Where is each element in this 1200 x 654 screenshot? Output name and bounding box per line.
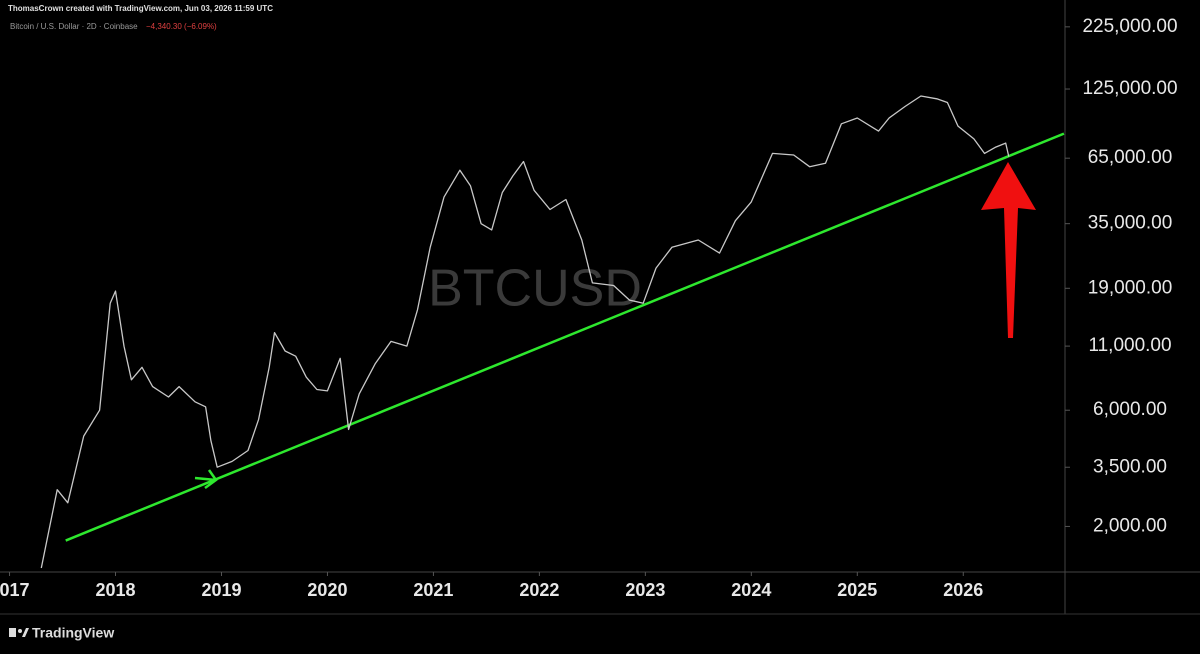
x-tick-label: 2020: [307, 580, 347, 600]
y-tick-label: 65,000.00: [1088, 147, 1173, 168]
tradingview-logo: [9, 628, 29, 637]
y-tick-label: 35,000.00: [1088, 213, 1173, 234]
x-tick-label: 2025: [837, 580, 877, 600]
y-tick-label: 3,500.00: [1093, 456, 1167, 477]
x-tick-label: 2019: [201, 580, 241, 600]
x-tick-label: 2018: [95, 580, 135, 600]
y-tick-label: 19,000.00: [1088, 277, 1173, 298]
trendline: [65, 132, 1065, 542]
x-tick-label: 2022: [519, 580, 559, 600]
y-tick-label: 125,000.00: [1082, 78, 1177, 99]
x-tick-label: 2017: [0, 580, 30, 600]
x-tick-label: 2026: [943, 580, 983, 600]
y-tick-label: 2,000.00: [1093, 515, 1167, 536]
symbol: Bitcoin / U.S. Dollar · 2D · Coinbase: [10, 22, 138, 31]
x-tick-label: 2023: [625, 580, 665, 600]
y-tick-label: 11,000.00: [1088, 335, 1171, 356]
brand: TradingView: [32, 625, 114, 641]
y-tick-label: 6,000.00: [1093, 399, 1167, 420]
plot: [40, 95, 1065, 569]
green-arrow: [194, 469, 218, 490]
y-tick-label: 225,000.00: [1082, 16, 1177, 37]
x-tick-label: 2024: [731, 580, 771, 600]
red-arrow: [981, 162, 1036, 338]
x-tick-label: 2021: [413, 580, 453, 600]
price-line: [40, 95, 1010, 569]
watermark: BTCUSD: [428, 260, 642, 318]
credit: ThomasCrown created with TradingView.com…: [8, 4, 273, 13]
price-change: −4,340.30 (−6.09%): [146, 22, 217, 31]
